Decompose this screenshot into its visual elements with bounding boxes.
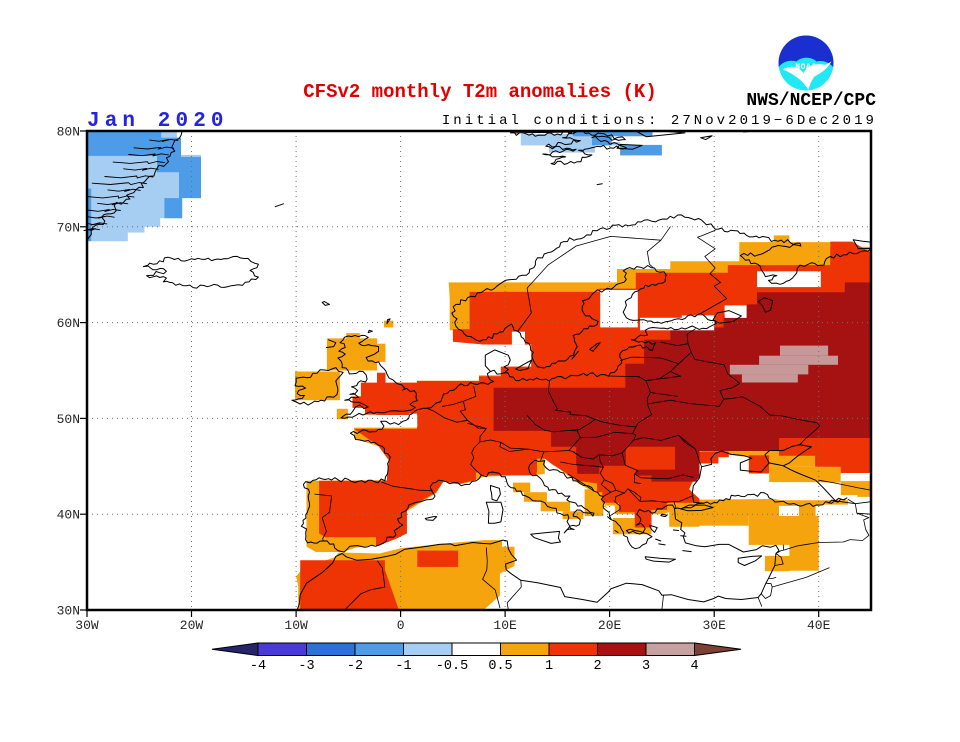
- svg-text:30N: 30N: [57, 604, 80, 619]
- svg-text:50N: 50N: [57, 412, 80, 427]
- svg-text:40E: 40E: [807, 618, 831, 633]
- svg-text:60N: 60N: [57, 316, 80, 331]
- svg-text:CFSv2 monthly T2m anomalies (K: CFSv2 monthly T2m anomalies (K): [303, 81, 656, 103]
- svg-text:10W: 10W: [284, 618, 308, 633]
- svg-text:Jan 2020: Jan 2020: [87, 110, 229, 133]
- svg-text:Initial conditions: 27Nov2019−: Initial conditions: 27Nov2019−6Dec2019: [442, 113, 877, 129]
- svg-text:20W: 20W: [180, 618, 204, 633]
- svg-text:10E: 10E: [493, 618, 517, 633]
- svg-text:30E: 30E: [702, 618, 726, 633]
- svg-text:2: 2: [593, 659, 601, 674]
- svg-text:40N: 40N: [57, 508, 80, 523]
- svg-text:-2: -2: [347, 659, 363, 674]
- svg-text:3: 3: [642, 659, 650, 674]
- svg-text:-3: -3: [298, 659, 314, 674]
- svg-text:1: 1: [545, 659, 553, 674]
- svg-text:0.5: 0.5: [488, 659, 512, 674]
- svg-text:70N: 70N: [57, 220, 80, 235]
- svg-text:0: 0: [397, 618, 405, 633]
- svg-text:20E: 20E: [598, 618, 622, 633]
- svg-text:80N: 80N: [57, 125, 80, 140]
- svg-text:-4: -4: [250, 659, 266, 674]
- svg-text:-1: -1: [395, 659, 411, 674]
- svg-text:-0.5: -0.5: [436, 659, 468, 674]
- svg-text:4: 4: [690, 659, 698, 674]
- svg-text:NOAA: NOAA: [795, 63, 817, 72]
- svg-text:30W: 30W: [75, 618, 99, 633]
- svg-text:NWS/NCEP/CPC: NWS/NCEP/CPC: [746, 91, 876, 111]
